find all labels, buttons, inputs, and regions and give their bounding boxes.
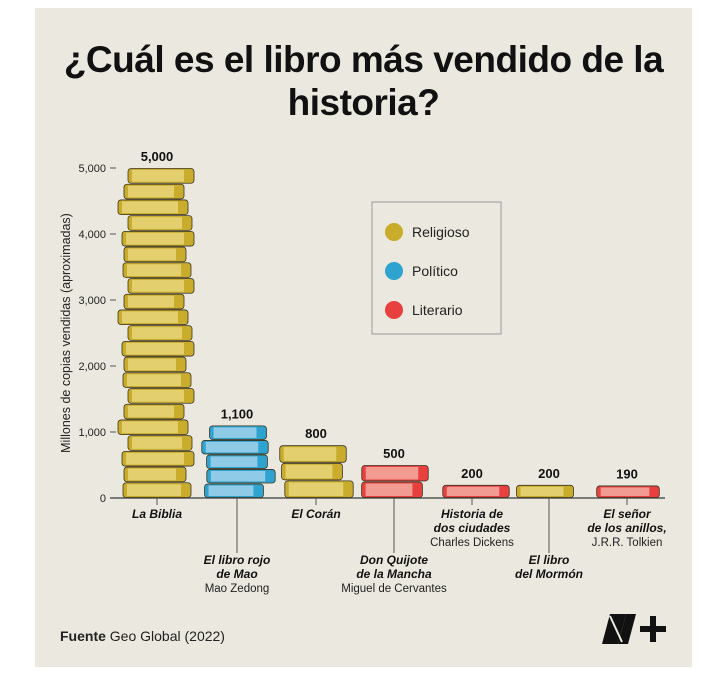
book-pages	[128, 468, 176, 481]
data-label: 190	[616, 466, 638, 481]
book-pages	[128, 185, 174, 198]
y-axis-label: Millones de copias vendidas (aproximadas…	[59, 213, 73, 453]
book-pages	[122, 421, 178, 434]
book-pages	[126, 232, 184, 245]
book-pages	[208, 485, 254, 496]
y-tick-label: 0	[100, 493, 106, 505]
y-tick-label: 2,000	[78, 361, 106, 373]
bar-group	[279, 445, 354, 498]
book-pages	[132, 327, 182, 339]
bar-group	[361, 465, 429, 498]
book-pages	[285, 464, 333, 479]
book-pages	[122, 201, 178, 214]
legend-label: Político	[412, 263, 458, 279]
book-pages	[132, 280, 184, 292]
legend: Religioso Político Literario	[371, 201, 502, 335]
bar-group	[516, 484, 574, 498]
category-author: Charles Dickens	[430, 537, 514, 549]
book-pages	[127, 264, 181, 276]
category-title: dos ciudades	[434, 521, 511, 535]
book-pages	[128, 248, 176, 261]
data-label: 1,100	[221, 406, 254, 421]
source-note: Fuente Geo Global (2022)	[60, 628, 225, 644]
category-title: El libro rojo	[204, 553, 271, 567]
book-pages	[126, 452, 184, 465]
legend-swatch	[385, 301, 403, 319]
book-pages	[205, 441, 259, 453]
book-pages	[128, 295, 174, 308]
legend-label: Literario	[412, 302, 463, 318]
bar-group	[201, 425, 276, 498]
y-tick-label: 5,000	[78, 163, 106, 175]
category-title: del Mormón	[515, 567, 583, 581]
category-title: El señor	[603, 507, 652, 521]
category-title: La Biblia	[132, 507, 182, 521]
book-pages	[132, 217, 182, 229]
category-title: Don Quijote	[360, 553, 428, 567]
y-tick-label: 3,000	[78, 295, 106, 307]
book-pages	[127, 484, 181, 496]
category-author: Mao Zedong	[205, 583, 270, 595]
book-pages	[446, 486, 500, 496]
book-pages	[283, 447, 337, 461]
book-pages	[127, 374, 181, 386]
book-pages	[126, 342, 184, 355]
book-pages	[132, 170, 184, 182]
book-pages	[210, 456, 258, 467]
legend-swatch	[385, 223, 403, 241]
nplus-logo	[602, 614, 666, 644]
bar-group	[117, 168, 195, 498]
category-title: de la Mancha	[356, 567, 432, 581]
book-pages	[210, 470, 266, 482]
book-pages	[213, 427, 257, 438]
source-label: Fuente	[60, 628, 106, 644]
source-text: Geo Global (2022)	[109, 628, 225, 644]
book-pages	[288, 482, 344, 496]
bar-group	[596, 485, 660, 498]
y-tick-label: 4,000	[78, 229, 106, 241]
category-title: Historia de	[441, 507, 503, 521]
bar-group	[442, 484, 510, 498]
y-tick-label: 1,000	[78, 427, 106, 439]
book-pages	[600, 487, 650, 496]
category-title: El Corán	[291, 507, 340, 521]
data-label: 500	[383, 446, 405, 461]
category-title: de los anillos,	[587, 521, 666, 535]
book-pages	[128, 405, 174, 418]
legend-label: Religioso	[412, 224, 470, 240]
legend-swatch	[385, 262, 403, 280]
book-pages	[520, 486, 564, 496]
chart-title: ¿Cuál es el libro más vendido de la hist…	[63, 39, 664, 123]
category-author: J.R.R. Tolkien	[592, 537, 663, 549]
category-author: Miguel de Cervantes	[341, 583, 447, 595]
category-title: El libro	[529, 553, 570, 567]
category-title: de Mao	[216, 567, 257, 581]
data-label: 800	[305, 426, 327, 441]
book-pages	[365, 467, 419, 480]
data-label: 200	[461, 466, 483, 481]
book-pages	[128, 358, 176, 371]
book-pages	[132, 390, 184, 402]
book-pages	[122, 311, 178, 324]
book-pages	[365, 483, 413, 496]
book-pages	[132, 437, 182, 449]
data-label: 5,000	[141, 149, 174, 164]
data-label: 200	[538, 466, 560, 481]
